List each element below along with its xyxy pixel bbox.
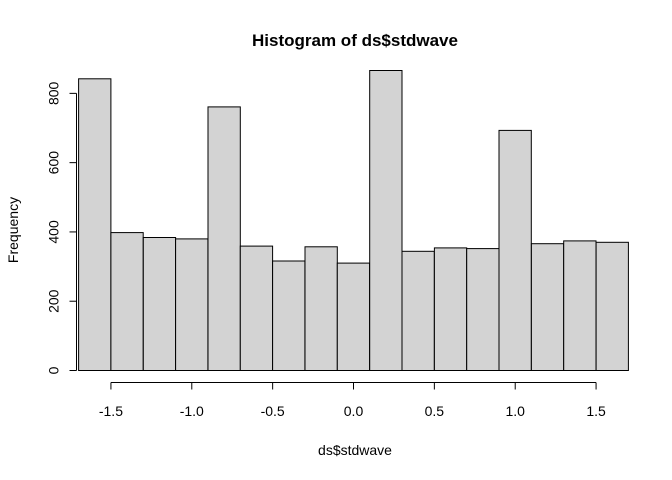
histogram-bar	[369, 70, 403, 371]
y-tick-label: 200	[46, 289, 62, 313]
x-tick-label: 1.0	[505, 403, 525, 419]
x-tick-label: 1.5	[586, 403, 606, 419]
histogram-bar	[304, 246, 338, 371]
y-axis-label: Frequency	[5, 197, 21, 263]
y-tick-label: 0	[46, 366, 62, 374]
x-tick-label: -0.5	[261, 403, 285, 419]
bars-group	[78, 70, 629, 372]
histogram-bar	[207, 106, 241, 372]
x-tick-label: 0.0	[344, 403, 364, 419]
x-tick-label: -1.0	[180, 403, 204, 419]
x-tick-label: -1.5	[99, 403, 123, 419]
histogram-bar	[401, 250, 435, 371]
y-tick-label: 400	[46, 220, 62, 244]
y-tick-label: 600	[46, 151, 62, 175]
x-tick-label: 0.5	[425, 403, 445, 419]
y-tick-label: 800	[46, 81, 62, 105]
histogram-bar	[142, 237, 177, 371]
histogram-bar	[466, 248, 500, 372]
histogram-bar	[563, 240, 597, 371]
histogram-bar	[595, 241, 629, 371]
histogram-bar	[239, 245, 274, 372]
histogram-bar	[530, 243, 565, 371]
histogram-bar	[336, 262, 371, 372]
histogram-bar	[110, 232, 144, 371]
histogram-bar	[272, 260, 306, 371]
histogram-bar	[498, 129, 532, 371]
histogram-bar	[78, 78, 112, 372]
histogram-bar	[433, 247, 468, 371]
y-axis: 0 200 400 600 800	[46, 81, 77, 374]
x-axis-label: ds$stdwave	[318, 442, 392, 458]
x-axis: -1.5 -1.0 -0.5 0.0 0.5 1.0 1.5	[99, 382, 606, 419]
histogram-bar	[175, 238, 209, 371]
chart-title: Histogram of ds$stdwave	[252, 31, 458, 50]
